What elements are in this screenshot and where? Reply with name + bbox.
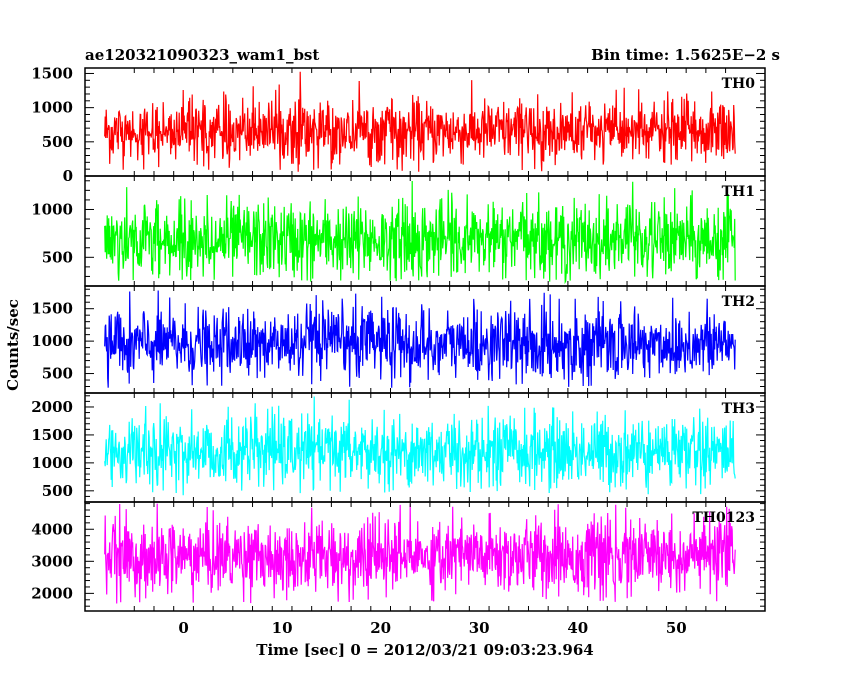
y-tick-label: 1500 (31, 300, 73, 318)
panel-name-label: TH1 (722, 184, 755, 200)
y-tick-label: 1000 (31, 200, 73, 218)
y-tick-label: 4000 (31, 520, 73, 538)
y-tick-label: 2000 (31, 584, 73, 602)
y-tick-label: 500 (42, 365, 73, 383)
panel-th1: 500 1000 TH1 (31, 175, 766, 287)
y-tick-label: 500 (42, 133, 73, 151)
x-tick-label: 0 (178, 619, 188, 637)
series-th0 (104, 71, 736, 172)
panel-name-label: TH0 (722, 76, 756, 92)
y-tick-label: 1000 (31, 332, 73, 350)
x-tick-label: 50 (666, 619, 687, 637)
x-tick-label: 20 (370, 619, 391, 637)
plot-title: ae120321090323_wam1_bst (85, 46, 319, 64)
series-th3 (104, 396, 736, 496)
panel-name-label: TH0123 (692, 510, 755, 526)
y-tick-label: 1500 (31, 426, 73, 444)
y-tick-label: 500 (42, 248, 73, 266)
x-tick-label: 30 (469, 619, 490, 637)
panel-th3: 500 1000 1500 2000 TH3 (31, 392, 766, 503)
panel-th0: 0 500 1000 1500 TH0 (31, 64, 766, 185)
y-tick-label: 0 (63, 167, 73, 185)
series-th2 (104, 290, 736, 388)
x-axis: 0 10 20 30 40 50 (178, 619, 686, 637)
x-axis-label: Time [sec] 0 = 2012/03/21 09:03:23.964 (256, 641, 593, 659)
series-th0123 (104, 503, 736, 604)
y-tick-label: 3000 (31, 552, 73, 570)
y-tick-label: 1500 (31, 64, 73, 82)
panel-th2: 500 1000 1500 TH2 (31, 285, 766, 394)
bin-time-label: Bin time: 1.5625E−2 s (591, 46, 780, 64)
panel-name-label: TH2 (722, 294, 755, 310)
series-th1 (104, 180, 736, 285)
x-tick-label: 40 (567, 619, 588, 637)
x-tick-label: 10 (272, 619, 293, 637)
panel-name-label: TH3 (722, 401, 755, 417)
y-tick-label: 500 (42, 482, 73, 500)
panel-th0123: 2000 3000 4000 TH0123 (31, 501, 766, 612)
y-axis-label: Counts/sec (4, 299, 22, 391)
panel-frame (84, 501, 766, 612)
y-tick-label: 1000 (31, 99, 73, 117)
y-tick-label: 2000 (31, 398, 73, 416)
y-tick-label: 1000 (31, 454, 73, 472)
